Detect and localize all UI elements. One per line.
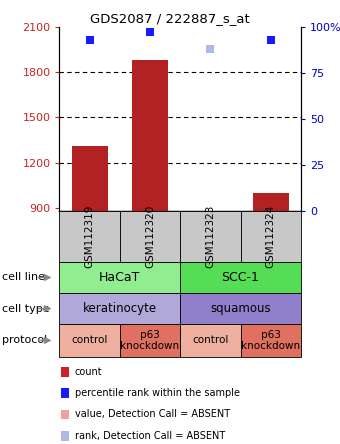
- Text: protocol: protocol: [2, 335, 47, 345]
- Text: cell line: cell line: [2, 273, 45, 282]
- Text: GSM112324: GSM112324: [266, 205, 276, 268]
- Bar: [192, 211, 228, 212]
- Text: GSM112319: GSM112319: [85, 205, 95, 268]
- Text: GDS2087 / 222887_s_at: GDS2087 / 222887_s_at: [90, 12, 250, 25]
- Bar: [253, 193, 289, 211]
- Text: SCC-1: SCC-1: [222, 271, 259, 284]
- Text: cell type: cell type: [2, 304, 49, 313]
- Text: percentile rank within the sample: percentile rank within the sample: [75, 388, 240, 398]
- Text: rank, Detection Call = ABSENT: rank, Detection Call = ABSENT: [75, 431, 225, 441]
- Text: control: control: [192, 335, 228, 345]
- Text: GSM112323: GSM112323: [205, 205, 215, 268]
- Text: value, Detection Call = ABSENT: value, Detection Call = ABSENT: [75, 409, 230, 420]
- Text: p63
knockdown: p63 knockdown: [241, 329, 300, 351]
- Text: GSM112320: GSM112320: [145, 205, 155, 268]
- Text: HaCaT: HaCaT: [99, 271, 140, 284]
- Bar: [132, 60, 168, 211]
- Text: squamous: squamous: [210, 302, 271, 315]
- Text: count: count: [75, 367, 102, 377]
- Text: control: control: [71, 335, 108, 345]
- Text: keratinocyte: keratinocyte: [83, 302, 157, 315]
- Bar: [71, 146, 108, 211]
- Text: p63
knockdown: p63 knockdown: [120, 329, 180, 351]
